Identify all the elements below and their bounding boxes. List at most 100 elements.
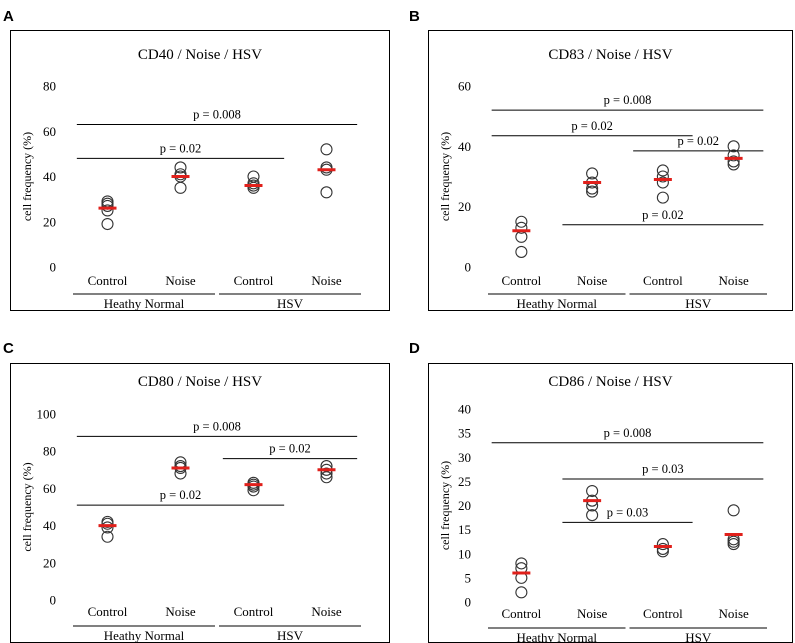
y-tick-label: 100	[37, 407, 57, 422]
data-point	[656, 191, 669, 204]
y-axis-label: cell frequency (%)	[438, 132, 452, 221]
group-label: Heathy Normal	[516, 296, 597, 310]
panel-letter-b: B	[409, 8, 420, 25]
x-category-label: Noise	[311, 273, 342, 288]
data-point	[320, 460, 333, 473]
y-tick-label: 0	[465, 595, 472, 610]
x-category-label: Control	[502, 606, 542, 621]
data-point	[656, 170, 669, 183]
data-point	[515, 245, 528, 258]
x-category-label: Control	[643, 606, 683, 621]
data-point	[586, 167, 599, 180]
chart-title: CD83 / Noise / HSV	[548, 47, 672, 63]
group-label: HSV	[685, 296, 712, 310]
y-tick-label: 5	[465, 570, 472, 585]
data-point	[174, 161, 187, 174]
group-label: HSV	[277, 628, 304, 642]
data-point	[101, 521, 114, 534]
data-point	[247, 476, 260, 489]
data-point	[586, 185, 599, 198]
p-value-label: p = 0.02	[642, 208, 683, 222]
data-point	[727, 155, 740, 168]
x-category-label: Noise	[577, 606, 608, 621]
p-value-label: p = 0.02	[269, 442, 310, 456]
x-category-label: Control	[643, 273, 683, 288]
p-value-label: p = 0.008	[604, 93, 652, 107]
group-label: HSV	[685, 630, 712, 642]
group-label: HSV	[277, 296, 304, 310]
y-tick-label: 80	[43, 444, 56, 459]
p-value-label: p = 0.008	[604, 426, 652, 440]
y-tick-label: 0	[50, 260, 57, 275]
x-category-label: Control	[502, 273, 542, 288]
data-point	[656, 164, 669, 177]
y-tick-label: 20	[458, 498, 471, 513]
y-tick-label: 20	[43, 555, 56, 570]
y-tick-label: 40	[43, 169, 56, 184]
y-tick-label: 10	[458, 546, 471, 561]
panel-letter-c: C	[3, 340, 14, 357]
p-value-label: p = 0.02	[678, 134, 719, 148]
x-category-label: Noise	[718, 273, 749, 288]
data-point	[101, 217, 114, 231]
p-value-label: p = 0.02	[160, 488, 201, 502]
data-point	[101, 204, 114, 217]
y-tick-label: 60	[43, 481, 56, 496]
data-point	[656, 538, 669, 551]
chart-panel-cd86: CD86 / Noise / HSV cell frequency (%) 0 5 10…	[428, 363, 793, 643]
data-point	[174, 460, 187, 473]
data-point	[174, 168, 187, 181]
data-point	[727, 535, 740, 548]
data-point	[515, 215, 528, 228]
y-tick-label: 80	[43, 79, 56, 94]
x-category-label: Noise	[718, 606, 749, 621]
chart-title: CD86 / Noise / HSV	[548, 374, 672, 390]
x-category-label: Noise	[165, 273, 196, 288]
data-point	[515, 557, 528, 570]
y-tick-label: 0	[50, 593, 57, 608]
y-tick-label: 40	[458, 402, 471, 417]
chart-cd80: CD80 / Noise / HSV cell frequency (%) 0 20 4…	[20, 374, 361, 642]
x-category-label: Control	[88, 604, 128, 619]
p-value-label: p = 0.02	[160, 141, 201, 155]
chart-title: CD80 / Noise / HSV	[138, 374, 262, 390]
x-category-label: Control	[88, 273, 128, 288]
data-point	[515, 221, 528, 234]
y-tick-label: 35	[458, 426, 471, 441]
y-tick-label: 0	[465, 260, 472, 275]
y-tick-label: 40	[458, 139, 471, 154]
chart-cd40: CD40 / Noise / HSV cell frequency (%) 0 20 4…	[20, 47, 361, 310]
panel-letter-a: A	[3, 8, 14, 25]
data-point	[320, 467, 333, 480]
group-label: Heathy Normal	[516, 630, 597, 642]
group-label: Heathy Normal	[104, 296, 185, 310]
data-point	[727, 140, 740, 153]
p-value-label: p = 0.008	[193, 419, 241, 433]
chart-panel-cd83: CD83 / Noise / HSV cell frequency (%) 0 20 4…	[428, 30, 793, 311]
chart-panel-cd80: CD80 / Noise / HSV cell frequency (%) 0 20 4…	[10, 363, 390, 643]
chart-cd86: CD86 / Noise / HSV cell frequency (%) 0 5 10…	[438, 374, 767, 642]
data-point	[174, 181, 187, 194]
y-tick-label: 20	[43, 214, 56, 229]
x-category-label: Control	[234, 273, 274, 288]
y-tick-label: 20	[458, 199, 471, 214]
p-value-label: p = 0.02	[571, 119, 612, 133]
data-point	[320, 186, 333, 199]
panel-letter-d: D	[409, 340, 420, 357]
x-category-label: Noise	[165, 604, 196, 619]
p-value-label: p = 0.03	[607, 505, 648, 519]
data-point	[247, 177, 260, 190]
y-axis-label: cell frequency (%)	[438, 461, 452, 550]
data-point	[101, 515, 114, 528]
x-category-label: Noise	[311, 604, 342, 619]
data-point	[586, 484, 599, 498]
y-tick-label: 40	[43, 518, 56, 533]
data-point	[656, 176, 669, 189]
data-point	[320, 143, 333, 156]
p-value-label: p = 0.008	[193, 107, 241, 121]
group-label: Heathy Normal	[104, 628, 185, 642]
data-point	[101, 530, 114, 543]
data-point	[656, 542, 669, 555]
chart-cd83: CD83 / Noise / HSV cell frequency (%) 0 20 4…	[438, 47, 767, 310]
y-axis-label: cell frequency (%)	[20, 462, 34, 551]
